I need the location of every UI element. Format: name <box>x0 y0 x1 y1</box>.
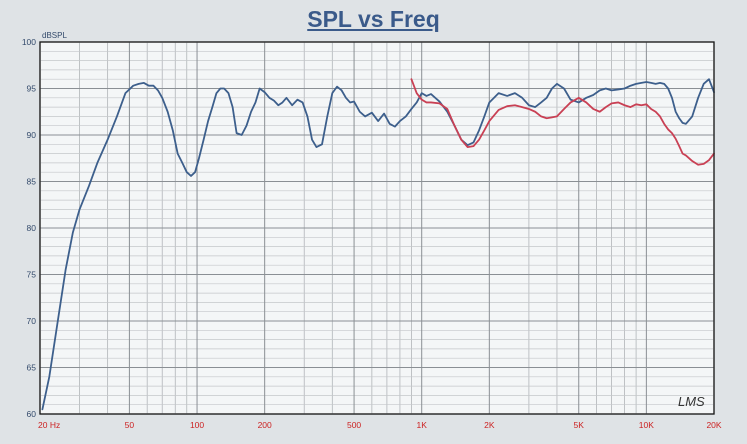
series-layer <box>41 78 715 411</box>
x-tick-label: 20K <box>706 420 721 430</box>
lms-watermark: LMS <box>678 394 705 409</box>
y-tick-label: 95 <box>27 84 37 94</box>
x-tick-label: 100 <box>190 420 204 430</box>
series-line-2 <box>410 78 715 166</box>
y-tick-label: 60 <box>27 409 37 419</box>
y-axis-label: dBSPL <box>42 31 67 40</box>
plot-border <box>39 41 715 415</box>
x-tick-label: 5K <box>574 420 585 430</box>
y-tick-label: 70 <box>27 316 37 326</box>
x-tick-label: 20 Hz <box>38 420 60 430</box>
y-tick-label: 65 <box>27 363 37 373</box>
y-tick-label: 80 <box>27 223 37 233</box>
y-tick-label: 100 <box>22 37 36 47</box>
y-tick-label: 90 <box>27 130 37 140</box>
y-tick-labels: 60 65 70 75 80 85 90 95 100 <box>22 37 36 419</box>
x-tick-label: 50 <box>125 420 135 430</box>
series-line-1 <box>41 78 715 411</box>
x-tick-label: 500 <box>347 420 361 430</box>
x-tick-label: 10K <box>639 420 654 430</box>
chart-title: SPL vs Freq <box>307 6 440 32</box>
x-tick-labels: 20 Hz 50 100 200 500 1K 2K 5K 10K 20K <box>38 420 722 430</box>
y-tick-label: 75 <box>27 270 37 280</box>
x-tick-label: 200 <box>258 420 272 430</box>
major-grid <box>40 42 714 414</box>
y-tick-label: 85 <box>27 177 37 187</box>
x-tick-label: 1K <box>416 420 427 430</box>
x-tick-label: 2K <box>484 420 495 430</box>
